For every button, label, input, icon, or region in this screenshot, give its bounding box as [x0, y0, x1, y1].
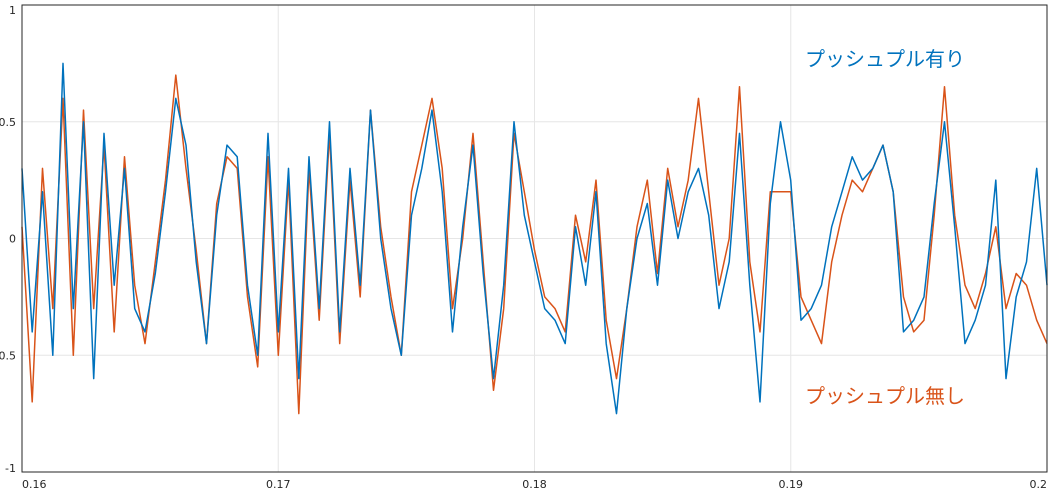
x-tick-label: 0.17 [266, 478, 291, 491]
series-layer [21, 62, 1048, 415]
series-label-without-pushpull: プッシュプル無し [805, 384, 965, 408]
plot-frame [21, 4, 1048, 473]
series-label-with-pushpull: プッシュプル有り [805, 47, 965, 71]
x-tick-label: 0.19 [779, 478, 804, 491]
y-tick-label: 0.5 [0, 349, 16, 362]
x-tick-label: 0.16 [22, 478, 47, 491]
y-tick-label: 0.5 [0, 116, 16, 129]
y-tick-label: 1 [9, 4, 16, 17]
series-line-with-pushpull [21, 62, 1048, 415]
x-tick-label: 0.18 [522, 478, 547, 491]
y-tick-label: -1 [5, 462, 16, 475]
y-tick-label: 0 [9, 233, 16, 246]
x-tick-label: 0.2 [1030, 478, 1048, 491]
ticks: 0.16 0.17 0.18 0.19 0.2 -1 0.5 0 0.5 1 [0, 4, 1047, 491]
